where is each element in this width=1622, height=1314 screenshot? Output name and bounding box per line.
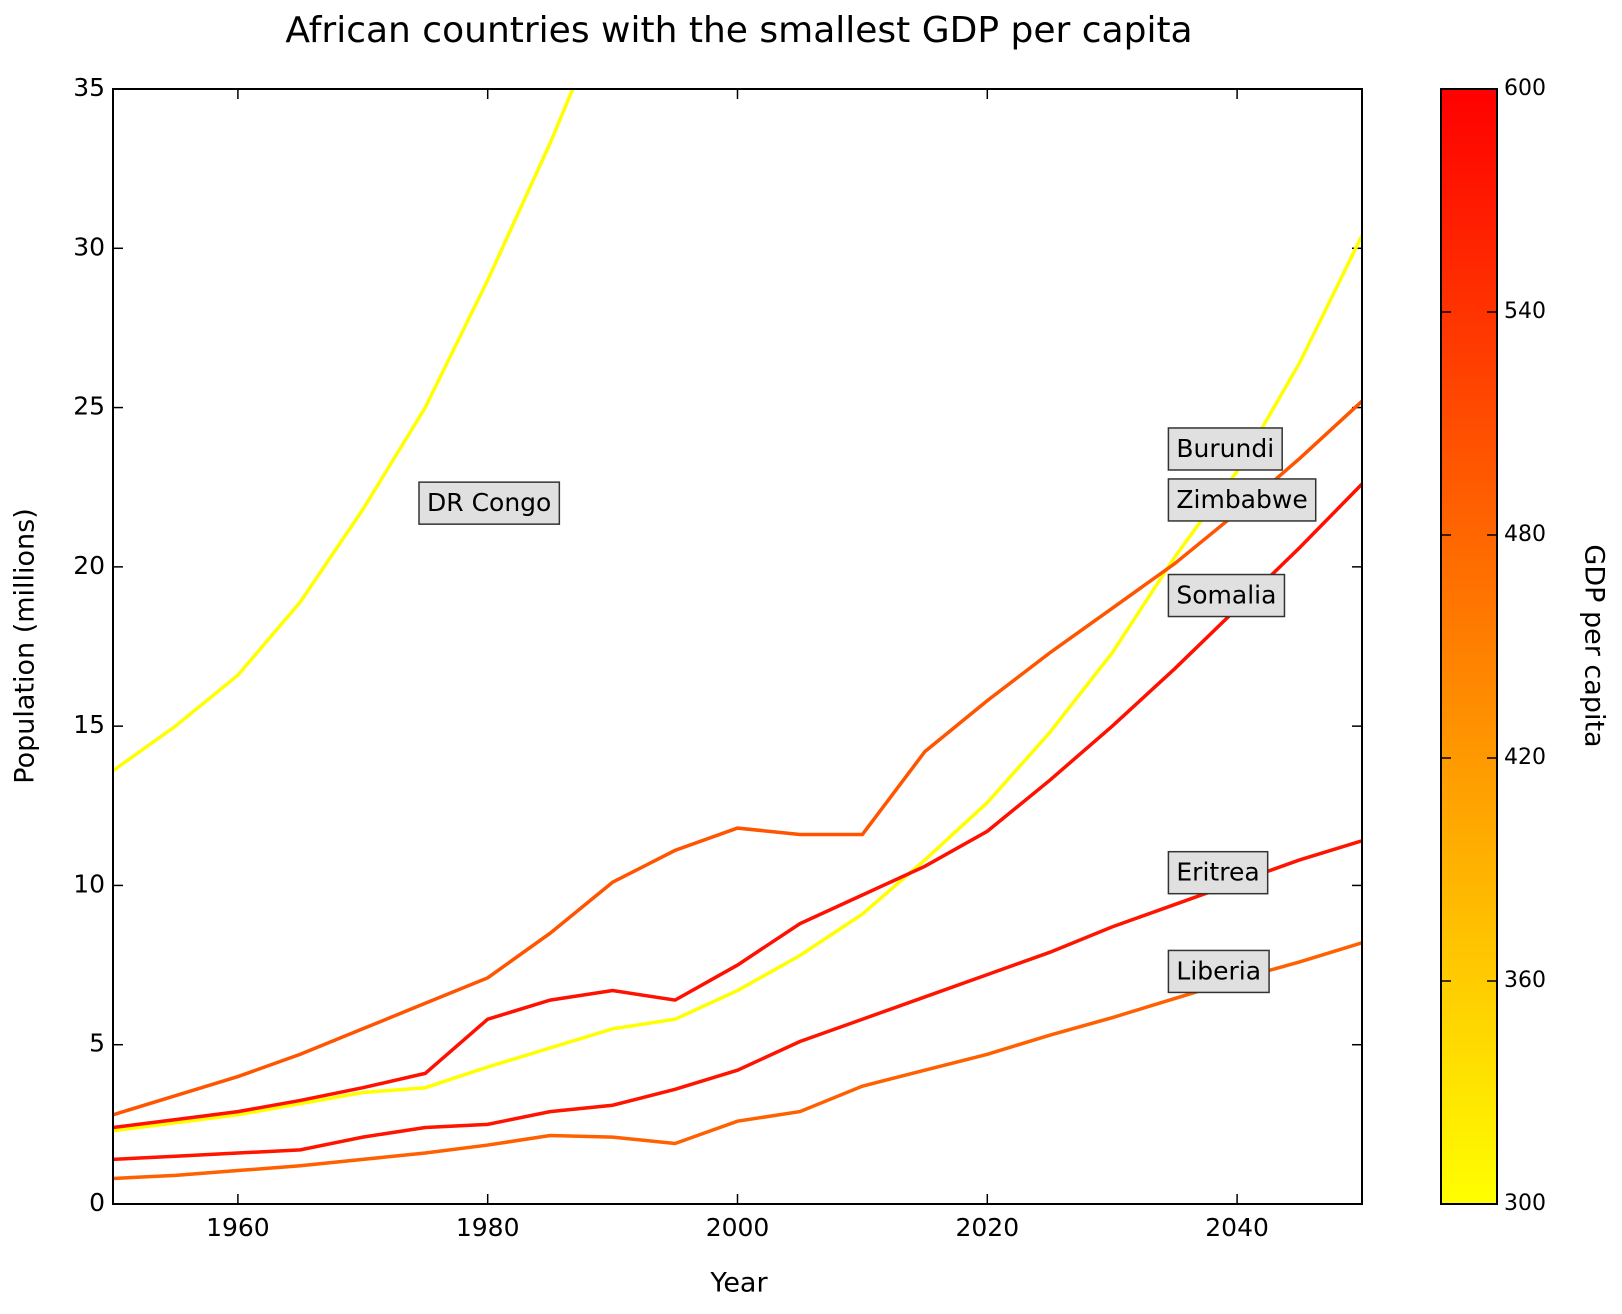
x-axis-label: Year xyxy=(709,1268,768,1299)
chart-title: African countries with the smallest GDP … xyxy=(285,10,1192,51)
annotation-box xyxy=(1167,850,1269,895)
x-tick-label: 2000 xyxy=(706,1213,770,1242)
x-tick-label: 1980 xyxy=(456,1213,520,1242)
colorbar-tick-label: 600 xyxy=(1504,76,1546,101)
colorbar-tick-label: 360 xyxy=(1504,968,1546,993)
plot-frame xyxy=(112,88,1363,1205)
annotation-box xyxy=(418,481,561,525)
annotation: Somalia xyxy=(1176,581,1276,610)
x-tick-label: 2040 xyxy=(1205,1213,1269,1242)
annotation: Liberia xyxy=(1176,956,1261,985)
y-tick-label: 20 xyxy=(73,551,105,580)
colorbar-tick-label: 480 xyxy=(1504,522,1546,547)
colorbar-label: GDP per capita xyxy=(1579,544,1610,747)
colorbar-tick-label: 540 xyxy=(1504,299,1546,324)
y-axis-label: Population (millions) xyxy=(10,508,41,784)
y-tick-label: 15 xyxy=(73,710,105,739)
x-tick-label: 2020 xyxy=(955,1213,1019,1242)
x-tick-label: 1960 xyxy=(206,1213,270,1242)
series-line xyxy=(113,234,1362,1133)
series-line xyxy=(113,839,1362,1162)
colorbar-tick-label: 420 xyxy=(1504,745,1546,770)
annotation-box xyxy=(1167,427,1283,471)
plot-lines xyxy=(113,89,1362,1181)
y-tick-label: 10 xyxy=(73,869,105,898)
annotation: Eritrea xyxy=(1176,858,1259,887)
series-line xyxy=(113,89,575,773)
annotation-box xyxy=(1167,573,1286,618)
y-tick-label: 0 xyxy=(89,1188,105,1217)
series-line xyxy=(113,399,1362,1117)
colorbar-tick-label: 300 xyxy=(1504,1191,1546,1216)
y-tick-label: 35 xyxy=(73,73,105,102)
annotation-box xyxy=(1167,949,1270,994)
colorbar xyxy=(1440,88,1498,1205)
series-line xyxy=(113,482,1362,1130)
annotation: Zimbabwe xyxy=(1176,485,1307,514)
series-line xyxy=(113,941,1362,1181)
annotation: DR Congo xyxy=(427,488,551,517)
y-tick-label: 25 xyxy=(73,392,105,421)
y-tick-label: 30 xyxy=(73,232,105,261)
annotation-box xyxy=(1167,478,1317,522)
y-tick-label: 5 xyxy=(89,1029,105,1058)
annotation: Burundi xyxy=(1176,434,1274,463)
